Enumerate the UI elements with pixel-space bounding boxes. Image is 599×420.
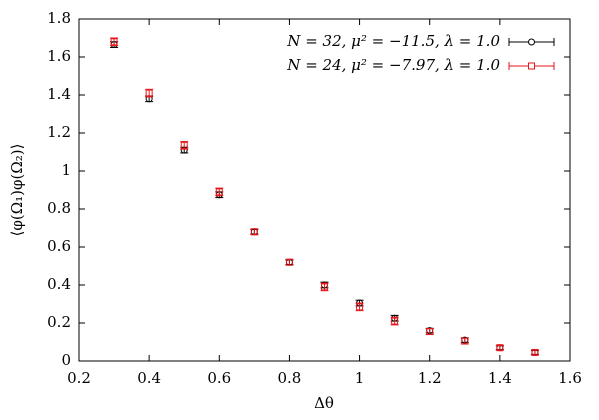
marker <box>531 348 539 356</box>
y-tick-label: 1.4 <box>47 85 71 103</box>
legend-label: N = 24, μ² = −7.97, λ = 1.0 <box>286 56 500 74</box>
y-tick-label: 0.2 <box>47 313 71 331</box>
plot-frame <box>78 18 571 362</box>
y-tick-label: 1 <box>61 161 71 179</box>
y-tick-label: 0.4 <box>47 275 71 293</box>
x-tick-label: 0.8 <box>277 369 301 387</box>
y-tick-label: 0 <box>61 351 71 369</box>
y-tick-label: 0.8 <box>47 199 71 217</box>
marker <box>426 328 434 336</box>
legend-marker <box>528 38 535 46</box>
y-tick-label: 1.8 <box>47 9 71 27</box>
y-tick-label: 0.6 <box>47 237 71 255</box>
x-tick-label: 1.6 <box>558 369 582 387</box>
marker <box>180 141 188 149</box>
x-tick-label: 1.4 <box>488 369 512 387</box>
x-tick-label: 1.2 <box>418 369 442 387</box>
marker <box>250 228 258 236</box>
x-axis-label: Δθ <box>314 394 334 412</box>
marker <box>496 344 504 352</box>
marker <box>391 317 399 325</box>
marker <box>145 89 153 97</box>
marker <box>461 337 469 345</box>
y-tick-label: 1.2 <box>47 123 71 141</box>
marker <box>321 283 328 291</box>
x-tick-label: 0.6 <box>207 369 231 387</box>
x-tick-label: 0.4 <box>137 369 161 387</box>
y-tick-label: 1.6 <box>47 47 71 65</box>
legend-marker <box>528 62 535 70</box>
legend-label: N = 32, μ² = −11.5, λ = 1.0 <box>286 32 500 50</box>
y-axis-label: ⟨φ(Ω₁)φ(Ω₂)⟩ <box>8 143 26 236</box>
marker <box>110 38 118 46</box>
x-tick-label: 1 <box>355 369 365 387</box>
x-tick-label: 0.2 <box>67 369 91 387</box>
marker <box>215 188 223 196</box>
marker <box>356 303 364 311</box>
marker <box>285 258 293 266</box>
